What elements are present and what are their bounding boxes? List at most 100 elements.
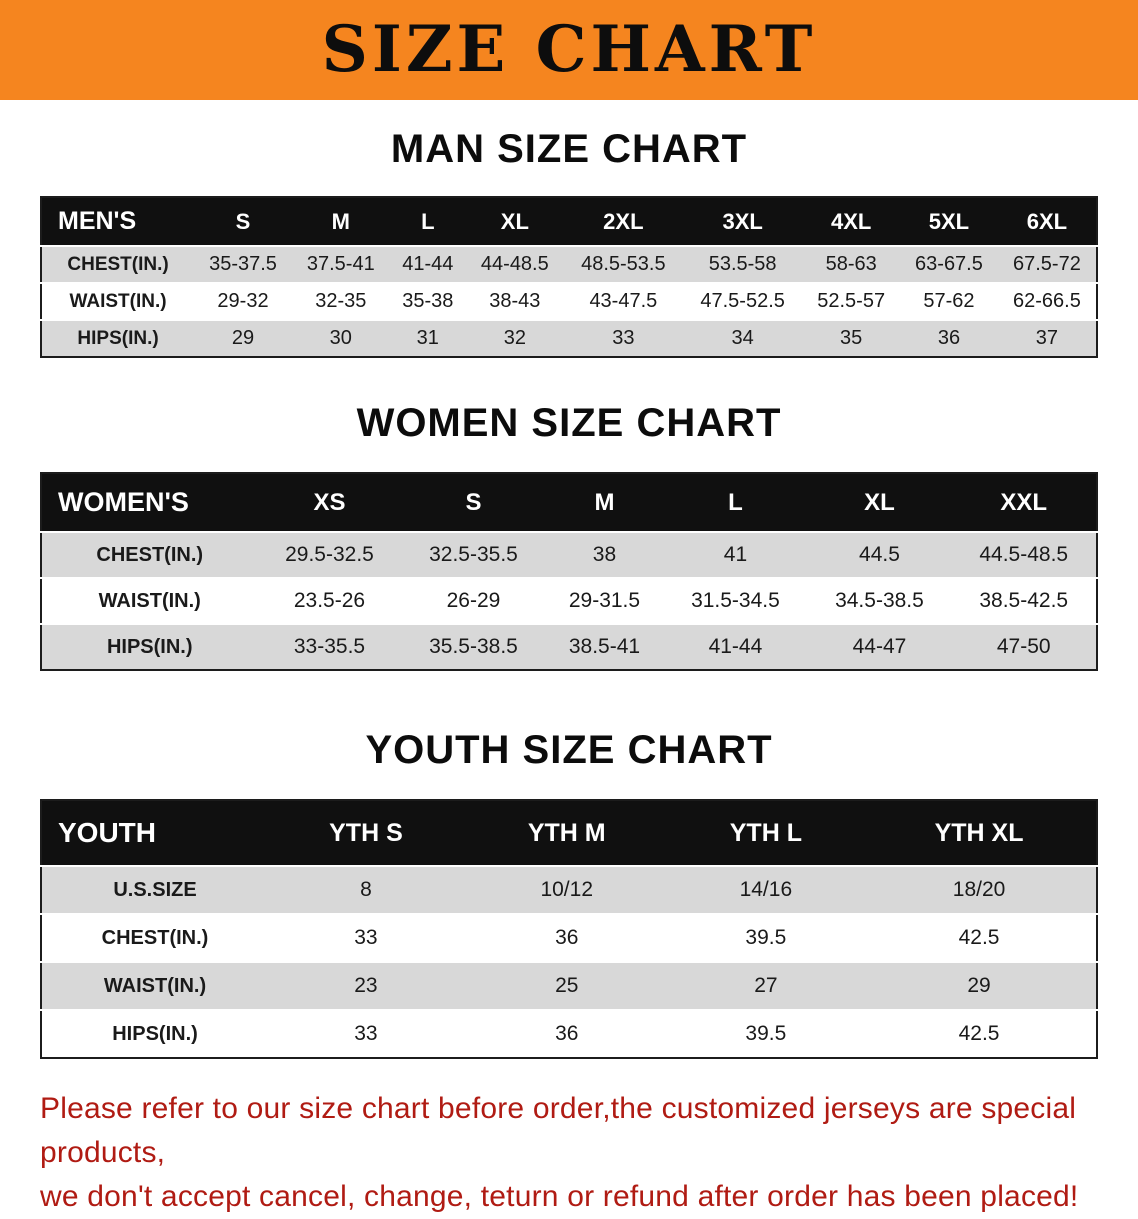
row-label-cell: CHEST(IN.) xyxy=(41,913,269,962)
women-size-section: WOMEN SIZE CHART WOMEN'S XS S M L XL XXL CHEST(… xyxy=(0,400,1138,671)
disclaimer-line: we don't accept cancel, change, teturn o… xyxy=(40,1180,1079,1213)
row-label-cell: CHEST(IN.) xyxy=(41,245,195,283)
header-row: YOUTH YTH S YTH M YTH L YTH XL xyxy=(41,800,1097,866)
value-cell: 48.5-53.5 xyxy=(563,245,683,283)
table-row: CHEST(IN.) 35-37.5 37.5-41 41-44 44-48.5 48.5… xyxy=(41,245,1097,283)
value-cell: 42.5 xyxy=(862,1009,1097,1058)
size-header-cell: XL xyxy=(465,197,564,246)
table-row: CHEST(IN.) 29.5-32.5 32.5-35.5 38 41 44.5 44.5… xyxy=(41,531,1097,578)
size-header-cell: L xyxy=(389,197,466,246)
value-cell: 10/12 xyxy=(463,865,670,914)
table-row: WAIST(IN.) 23 25 27 29 xyxy=(41,961,1097,1010)
page-title: SIZE CHART xyxy=(321,12,817,87)
size-header-cell: 4XL xyxy=(802,197,901,246)
value-cell: 67.5-72 xyxy=(997,245,1097,283)
row-label-cell: HIPS(IN.) xyxy=(41,1009,269,1058)
value-cell: 52.5-57 xyxy=(802,282,901,320)
value-cell: 39.5 xyxy=(669,1009,863,1058)
value-cell: 23 xyxy=(268,961,464,1010)
value-cell: 47-50 xyxy=(951,623,1097,670)
header-row: MEN'S S M L XL 2XL 3XL 4XL 5XL 6XL xyxy=(41,197,1097,246)
size-header-cell: XS xyxy=(257,473,402,532)
youth-size-section: YOUTH SIZE CHART YOUTH YTH S YTH M YTH L YTH… xyxy=(0,727,1138,1059)
value-cell: 30 xyxy=(291,319,390,357)
value-cell: 35-38 xyxy=(389,282,466,320)
table-row: CHEST(IN.) 33 36 39.5 42.5 xyxy=(41,913,1097,962)
value-cell: 57-62 xyxy=(900,282,998,320)
value-cell: 31.5-34.5 xyxy=(663,577,808,624)
value-cell: 27 xyxy=(669,961,863,1010)
table-title-cell: MEN'S xyxy=(41,197,195,246)
value-cell: 36 xyxy=(900,319,998,357)
value-cell: 25 xyxy=(463,961,670,1010)
size-header-cell: S xyxy=(194,197,292,246)
table-row: WAIST(IN.) 23.5-26 26-29 29-31.5 31.5-34.5 34… xyxy=(41,577,1097,624)
value-cell: 36 xyxy=(463,913,670,962)
size-charts: MAN SIZE CHART MEN'S S M L XL 2XL 3XL 4XL 5XL 6XL… xyxy=(0,126,1138,1059)
value-cell: 34.5-38.5 xyxy=(807,577,952,624)
banner: SIZE CHART xyxy=(0,0,1138,100)
size-header-cell: L xyxy=(663,473,808,532)
size-header-cell: YTH XL xyxy=(862,800,1097,866)
size-header-cell: YTH M xyxy=(463,800,670,866)
value-cell: 35.5-38.5 xyxy=(401,623,546,670)
row-label-cell: CHEST(IN.) xyxy=(41,531,258,578)
youth-section-heading: YOUTH SIZE CHART xyxy=(365,728,773,772)
value-cell: 33 xyxy=(563,319,683,357)
value-cell: 29-32 xyxy=(194,282,292,320)
size-header-cell: XL xyxy=(807,473,952,532)
table-title-cell: WOMEN'S xyxy=(41,473,258,532)
size-header-cell: YTH S xyxy=(268,800,464,866)
value-cell: 34 xyxy=(683,319,803,357)
disclaimer-line: Please refer to our size chart before or… xyxy=(40,1092,1077,1169)
value-cell: 8 xyxy=(268,865,464,914)
size-header-cell: 5XL xyxy=(900,197,998,246)
header-row: WOMEN'S XS S M L XL XXL xyxy=(41,473,1097,532)
row-label-cell: U.S.SIZE xyxy=(41,865,269,914)
women-section-heading: WOMEN SIZE CHART xyxy=(356,401,782,445)
size-header-cell: S xyxy=(401,473,546,532)
size-header-cell: 2XL xyxy=(563,197,683,246)
value-cell: 47.5-52.5 xyxy=(683,282,803,320)
value-cell: 44.5 xyxy=(807,531,952,578)
value-cell: 38 xyxy=(545,531,664,578)
value-cell: 29 xyxy=(194,319,292,357)
size-header-cell: M xyxy=(291,197,390,246)
row-label-cell: WAIST(IN.) xyxy=(41,577,258,624)
value-cell: 35-37.5 xyxy=(194,245,292,283)
table-row: U.S.SIZE 8 10/12 14/16 18/20 xyxy=(41,865,1097,914)
men-size-table: MEN'S S M L XL 2XL 3XL 4XL 5XL 6XL CHEST(IN.) 35-37… xyxy=(40,196,1098,358)
value-cell: 14/16 xyxy=(669,865,863,914)
size-header-cell: 3XL xyxy=(683,197,803,246)
size-header-cell: M xyxy=(545,473,664,532)
value-cell: 29-31.5 xyxy=(545,577,664,624)
value-cell: 37.5-41 xyxy=(291,245,390,283)
value-cell: 43-47.5 xyxy=(563,282,683,320)
value-cell: 33 xyxy=(268,913,464,962)
value-cell: 29 xyxy=(862,961,1097,1010)
value-cell: 23.5-26 xyxy=(257,577,402,624)
value-cell: 31 xyxy=(389,319,466,357)
row-label-cell: HIPS(IN.) xyxy=(41,623,258,670)
value-cell: 53.5-58 xyxy=(683,245,803,283)
table-row: HIPS(IN.) 33-35.5 35.5-38.5 38.5-41 41-44 44-… xyxy=(41,623,1097,670)
row-label-cell: WAIST(IN.) xyxy=(41,282,195,320)
men-section-heading: MAN SIZE CHART xyxy=(390,127,748,171)
value-cell: 36 xyxy=(463,1009,670,1058)
value-cell: 44-47 xyxy=(807,623,952,670)
table-row: HIPS(IN.) 29 30 31 32 33 34 35 36 37 xyxy=(41,319,1097,357)
value-cell: 37 xyxy=(997,319,1097,357)
men-size-section: MAN SIZE CHART MEN'S S M L XL 2XL 3XL 4XL 5XL 6XL… xyxy=(0,126,1138,358)
size-header-cell: XXL xyxy=(951,473,1097,532)
value-cell: 33-35.5 xyxy=(257,623,402,670)
value-cell: 42.5 xyxy=(862,913,1097,962)
row-label-cell: HIPS(IN.) xyxy=(41,319,195,357)
size-header-cell: 6XL xyxy=(997,197,1097,246)
value-cell: 26-29 xyxy=(401,577,546,624)
value-cell: 33 xyxy=(268,1009,464,1058)
value-cell: 32-35 xyxy=(291,282,390,320)
value-cell: 38.5-42.5 xyxy=(951,577,1097,624)
value-cell: 44.5-48.5 xyxy=(951,531,1097,578)
value-cell: 41-44 xyxy=(663,623,808,670)
value-cell: 62-66.5 xyxy=(997,282,1097,320)
